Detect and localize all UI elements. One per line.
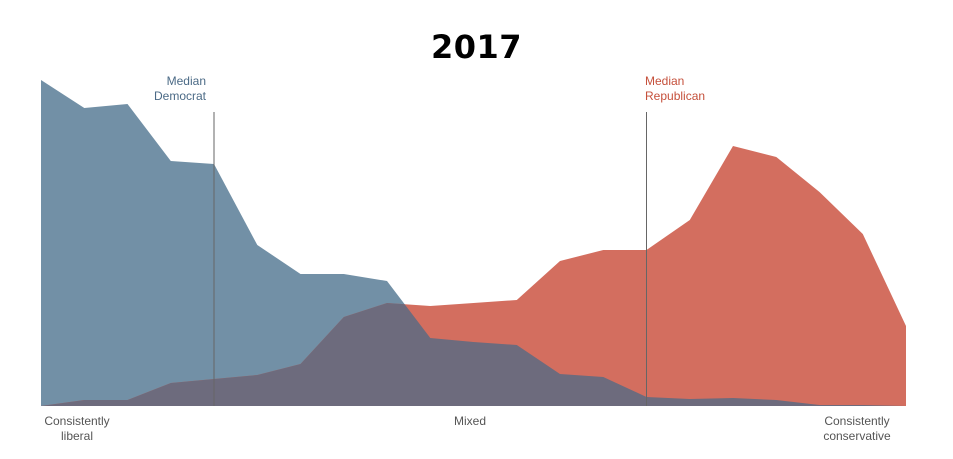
chart-title: 2017 [430, 28, 523, 66]
median-republican-label-line1: Median [645, 74, 685, 88]
median-republican-label: Median Republican [645, 74, 745, 104]
median-republican-label-line2: Republican [645, 89, 706, 103]
axis-left-line2: liberal [60, 429, 93, 443]
republican-area [41, 146, 906, 406]
democrat-area [41, 80, 906, 406]
axis-left-line1: Consistently [44, 414, 110, 428]
median-democrat-label: Median Democrat [120, 74, 206, 104]
axis-label-consistently-liberal: Consistently liberal [30, 414, 124, 444]
median-democrat-label-line2: Democrat [153, 89, 206, 103]
axis-right-line2: conservative [823, 429, 891, 443]
axis-label-mixed: Mixed [453, 414, 486, 428]
axis-right-line1: Consistently [824, 414, 890, 428]
axis-label-consistently-conservative: Consistently conservative [805, 414, 909, 444]
median-democrat-label-line1: Median [166, 74, 206, 88]
